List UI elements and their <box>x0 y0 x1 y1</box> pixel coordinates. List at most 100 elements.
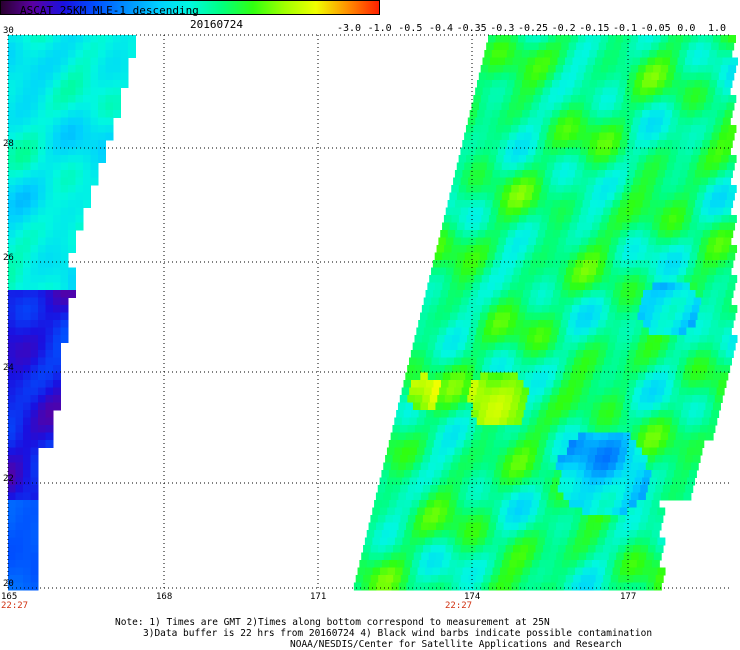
swath-cell <box>550 485 559 493</box>
swath-cell <box>566 387 575 396</box>
swath-cell <box>553 102 562 111</box>
swath-cell <box>561 42 570 51</box>
swath-cell <box>60 147 69 156</box>
swath-cell <box>620 350 629 358</box>
swath-cell <box>725 290 734 298</box>
swath-cell <box>394 477 403 486</box>
swath-cell <box>717 140 726 148</box>
swath-cell <box>570 372 579 381</box>
swath-cell <box>729 305 738 313</box>
swath-cell <box>517 222 526 231</box>
swath-cell <box>464 222 473 231</box>
swath-cell <box>23 342 31 351</box>
swath-cell <box>627 260 636 268</box>
swath-cell <box>560 380 569 388</box>
swath-cell <box>474 275 483 283</box>
swath-cell <box>491 50 500 58</box>
swath-cell <box>631 155 640 163</box>
swath-cell <box>626 80 635 88</box>
swath-cell <box>30 162 39 171</box>
swath-cell <box>407 365 416 373</box>
swath-cell <box>368 552 377 561</box>
swath-cell <box>15 500 24 508</box>
swath-cell <box>38 297 46 306</box>
swath-cell <box>539 162 548 171</box>
swath-cell <box>590 350 599 358</box>
swath-cell <box>623 582 632 591</box>
swath-cell <box>500 290 509 298</box>
swath-cell <box>15 372 24 381</box>
latitude-label: 24 <box>3 363 14 373</box>
swath-cell <box>518 432 527 441</box>
swath-cell <box>653 432 662 441</box>
swath-cell <box>709 387 718 396</box>
swath-cell <box>30 215 39 223</box>
swath-cell <box>476 327 485 336</box>
swath-cell <box>23 275 31 283</box>
swath-cell <box>453 207 462 216</box>
swath-cell <box>23 380 31 388</box>
swath-cell <box>628 440 637 448</box>
swath-cell <box>628 102 637 111</box>
swath-cell <box>647 57 656 66</box>
swath-cell <box>449 560 458 568</box>
swath-cell <box>83 147 91 156</box>
swath-cell <box>683 35 691 43</box>
swath-cell <box>477 170 486 178</box>
swath-cell <box>610 455 619 463</box>
swath-cell <box>531 530 540 538</box>
swath-cell <box>534 395 543 403</box>
swath-cell <box>394 447 403 456</box>
swath-cell <box>8 552 16 561</box>
swath-cell <box>368 522 377 531</box>
swath-cell <box>643 350 652 358</box>
swath-cell <box>689 132 698 141</box>
swath-cell <box>588 575 597 583</box>
swath-cell <box>589 170 598 178</box>
swath-cell <box>636 102 645 111</box>
swath-cell <box>450 462 459 471</box>
swath-cell <box>598 380 607 388</box>
swath-cell <box>687 230 696 238</box>
swath-cell <box>570 35 579 43</box>
swath-cell <box>523 320 532 328</box>
swath-cell <box>481 582 490 591</box>
swath-cell <box>547 402 556 411</box>
swath-cell <box>601 522 610 531</box>
swath-cell <box>497 365 506 373</box>
swath-cell <box>579 335 588 343</box>
swath-cell <box>630 65 639 73</box>
swath-cell <box>674 192 683 201</box>
swath-cell <box>688 410 697 418</box>
swath-cell <box>658 470 667 478</box>
swath-cell <box>533 432 542 441</box>
swath-cell <box>482 485 491 493</box>
swath-cell <box>647 365 656 373</box>
swath-cell <box>597 140 606 148</box>
swath-cell <box>701 50 710 58</box>
swath-cell <box>551 357 560 366</box>
swath-cell <box>608 125 617 133</box>
swath-cell <box>495 35 504 43</box>
swath-cell <box>363 545 372 553</box>
swath-cell <box>694 387 703 396</box>
swath-cell <box>30 185 39 193</box>
swath-cell <box>576 42 585 51</box>
swath-cell <box>560 260 569 268</box>
swath-cell <box>425 290 434 298</box>
swath-cell <box>23 560 31 568</box>
swath-cell <box>579 365 588 373</box>
swath-cell <box>478 290 487 298</box>
swath-cell <box>30 192 39 201</box>
swath-cell <box>409 477 418 486</box>
swath-cell <box>693 207 702 216</box>
swath-cell <box>722 87 731 96</box>
swath-cell <box>612 200 621 208</box>
swath-cell <box>643 42 652 51</box>
swath-cell <box>665 260 674 268</box>
swath-cell <box>432 507 441 516</box>
swath-cell <box>677 395 686 403</box>
swath-cell <box>721 245 730 253</box>
swath-cell <box>567 567 576 576</box>
swath-cell <box>472 372 481 381</box>
